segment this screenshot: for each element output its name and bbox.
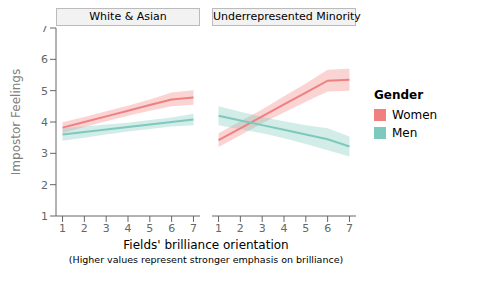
svg-text:2: 2 (81, 222, 88, 235)
svg-text:4: 4 (281, 222, 288, 235)
svg-text:5: 5 (302, 222, 309, 235)
html-text:Gender: Gender (374, 88, 424, 102)
html-text:White & Asian: White & Asian (89, 10, 167, 23)
svg-text:4: 4 (125, 222, 132, 235)
svg-text:1: 1 (59, 222, 66, 235)
svg-text:7: 7 (346, 222, 353, 235)
html-text:Men: Men (392, 126, 418, 140)
html-text:Women: Women (392, 108, 438, 122)
svg-text:5: 5 (146, 222, 153, 235)
svg-text:6: 6 (324, 222, 331, 235)
svg-text:7: 7 (41, 26, 48, 35)
svg-text:3: 3 (103, 222, 110, 235)
svg-text:6: 6 (41, 53, 48, 66)
svg-text:2: 2 (237, 222, 244, 235)
svg-text:1: 1 (215, 222, 222, 235)
svg-text:1: 1 (41, 210, 48, 223)
svg-text:2: 2 (41, 179, 48, 192)
html-text:(Higher values represent stron: (Higher values represent stronger emphas… (68, 254, 344, 265)
svg-text:Impostor Feelings: Impostor Feelings (9, 69, 23, 175)
svg-text:3: 3 (259, 222, 266, 235)
svg-text:7: 7 (190, 222, 197, 235)
html-text:Fields' brilliance orientation: Fields' brilliance orientation (123, 238, 289, 252)
svg-text:6: 6 (168, 222, 175, 235)
svg-text:5: 5 (41, 85, 48, 98)
svg-text:3: 3 (41, 147, 48, 160)
svg-text:4: 4 (41, 116, 48, 129)
html-text:Underrepresented Minority: Underrepresented Minority (213, 10, 361, 23)
